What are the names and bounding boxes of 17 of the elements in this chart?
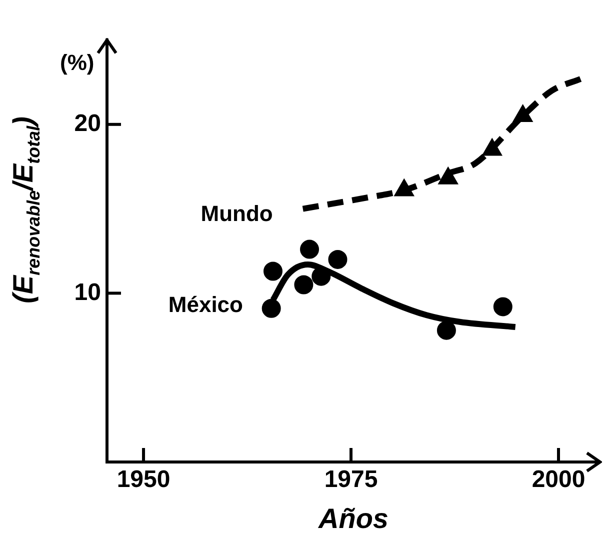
point [300,240,320,259]
y-tick-label: 10 [74,278,101,306]
x-tick-label: 1975 [324,466,378,494]
x-tick-label: 2000 [532,466,586,494]
point [262,298,281,318]
point [438,166,458,184]
point [328,250,348,269]
point [436,320,456,340]
x-tick-label: 1950 [116,466,170,494]
series-label: México [168,292,243,318]
series-label: Mundo [200,200,273,226]
x-axis-title: Años [318,502,388,534]
y-tick-label: 20 [74,110,101,138]
point [263,262,282,281]
point [294,275,314,294]
text: (%) [60,50,94,76]
point [493,297,512,316]
